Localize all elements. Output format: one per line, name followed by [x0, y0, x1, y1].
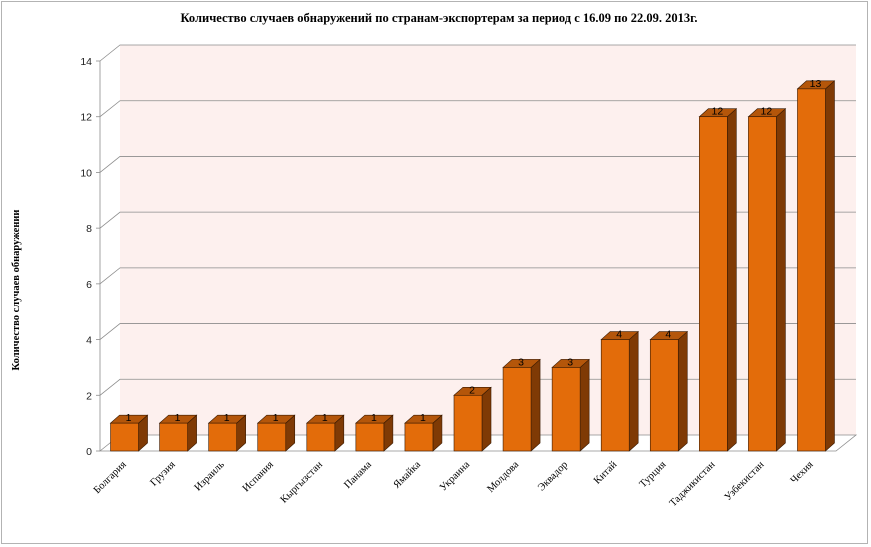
- chart-title: Количество случаев обнаружений по страна…: [180, 11, 697, 25]
- bar-front: [699, 116, 728, 452]
- bar: [698, 108, 738, 452]
- data-label: 13: [810, 78, 822, 90]
- bar-front: [159, 422, 188, 452]
- data-label: 1: [420, 412, 426, 424]
- bar-front: [797, 88, 826, 452]
- data-label: 1: [175, 412, 181, 424]
- x-tick-label: Турция: [638, 459, 669, 490]
- bar: [256, 414, 296, 452]
- data-label: 1: [322, 412, 328, 424]
- bar-side: [677, 330, 688, 452]
- data-label: 12: [761, 106, 773, 118]
- bar: [306, 414, 345, 452]
- y-tick-label: 10: [80, 167, 92, 179]
- data-label: 3: [567, 356, 573, 368]
- bar-front: [110, 422, 139, 452]
- data-label: 4: [616, 329, 622, 341]
- x-tick-label: Молдова: [485, 459, 521, 495]
- x-tick-label: Испания: [241, 459, 276, 494]
- data-label: 1: [273, 412, 279, 424]
- gridline: [99, 211, 856, 229]
- data-label: 1: [371, 412, 377, 424]
- y-tick-label: 2: [86, 390, 92, 402]
- bar: [551, 358, 590, 452]
- bar: [649, 330, 689, 452]
- bar-side: [481, 386, 492, 452]
- bar-side: [825, 80, 835, 452]
- gridline: [99, 44, 856, 62]
- gridline: [99, 156, 856, 173]
- bar-side: [776, 108, 786, 452]
- gridline: [99, 267, 856, 285]
- bar: [600, 330, 639, 452]
- bar: [747, 108, 787, 452]
- bar-front: [208, 422, 237, 452]
- y-axis-label: Количество случаев обнаружении: [11, 210, 22, 371]
- bar: [207, 414, 247, 452]
- bar: [158, 414, 198, 452]
- x-tick-label: Панама: [342, 459, 374, 491]
- y-tick-label: 12: [80, 112, 92, 124]
- bar-front: [306, 422, 336, 452]
- x-tick-label: Болгария: [92, 459, 129, 496]
- bar-front: [551, 367, 581, 452]
- data-label: 4: [665, 329, 671, 341]
- plot-area: 024681012141Болгария1Грузия1Израиль1Испа…: [80, 44, 858, 509]
- bar-front: [257, 422, 287, 452]
- y-tick-label: 6: [86, 279, 92, 291]
- x-tick-label: Ямайка: [392, 459, 424, 491]
- bar-side: [628, 330, 639, 452]
- bar: [404, 414, 443, 452]
- x-tick-label: Кыргызстан: [279, 459, 326, 506]
- bar-front: [453, 394, 483, 452]
- data-label: 1: [224, 412, 230, 424]
- bar-side: [727, 108, 737, 452]
- bar-front: [404, 422, 434, 452]
- x-tick-label: Израиль: [193, 459, 227, 493]
- plot-back-wall: [120, 45, 856, 435]
- bar-front: [748, 116, 777, 452]
- bar: [502, 358, 541, 452]
- bar-side: [579, 358, 590, 452]
- x-tick-label: Эквадор: [536, 459, 570, 493]
- x-tick-label: Украина: [438, 459, 472, 493]
- x-tick-label: Грузия: [148, 459, 177, 488]
- bar-side: [530, 358, 541, 452]
- bar-front: [355, 422, 385, 452]
- bar: [453, 386, 492, 452]
- data-label: 2: [469, 384, 475, 396]
- gridline: [99, 323, 856, 340]
- y-tick-label: 8: [86, 223, 92, 235]
- data-label: 12: [711, 106, 723, 118]
- data-label: 3: [518, 356, 524, 368]
- bar-front: [600, 339, 630, 452]
- x-tick-label: Китай: [592, 459, 620, 487]
- bar-front: [502, 367, 532, 452]
- bar: [109, 414, 149, 452]
- y-tick-label: 0: [86, 446, 92, 458]
- bar: [355, 414, 394, 452]
- x-tick-label: Чехия: [789, 459, 816, 486]
- x-tick-label: Таджикистан: [668, 459, 718, 509]
- data-label: 1: [126, 412, 132, 424]
- y-tick-label: 4: [86, 335, 92, 347]
- x-tick-label: Узбекистан: [723, 459, 767, 503]
- bar-front: [649, 339, 679, 452]
- gridline: [99, 100, 856, 118]
- y-tick-label: 14: [80, 56, 92, 68]
- bar: [796, 80, 836, 452]
